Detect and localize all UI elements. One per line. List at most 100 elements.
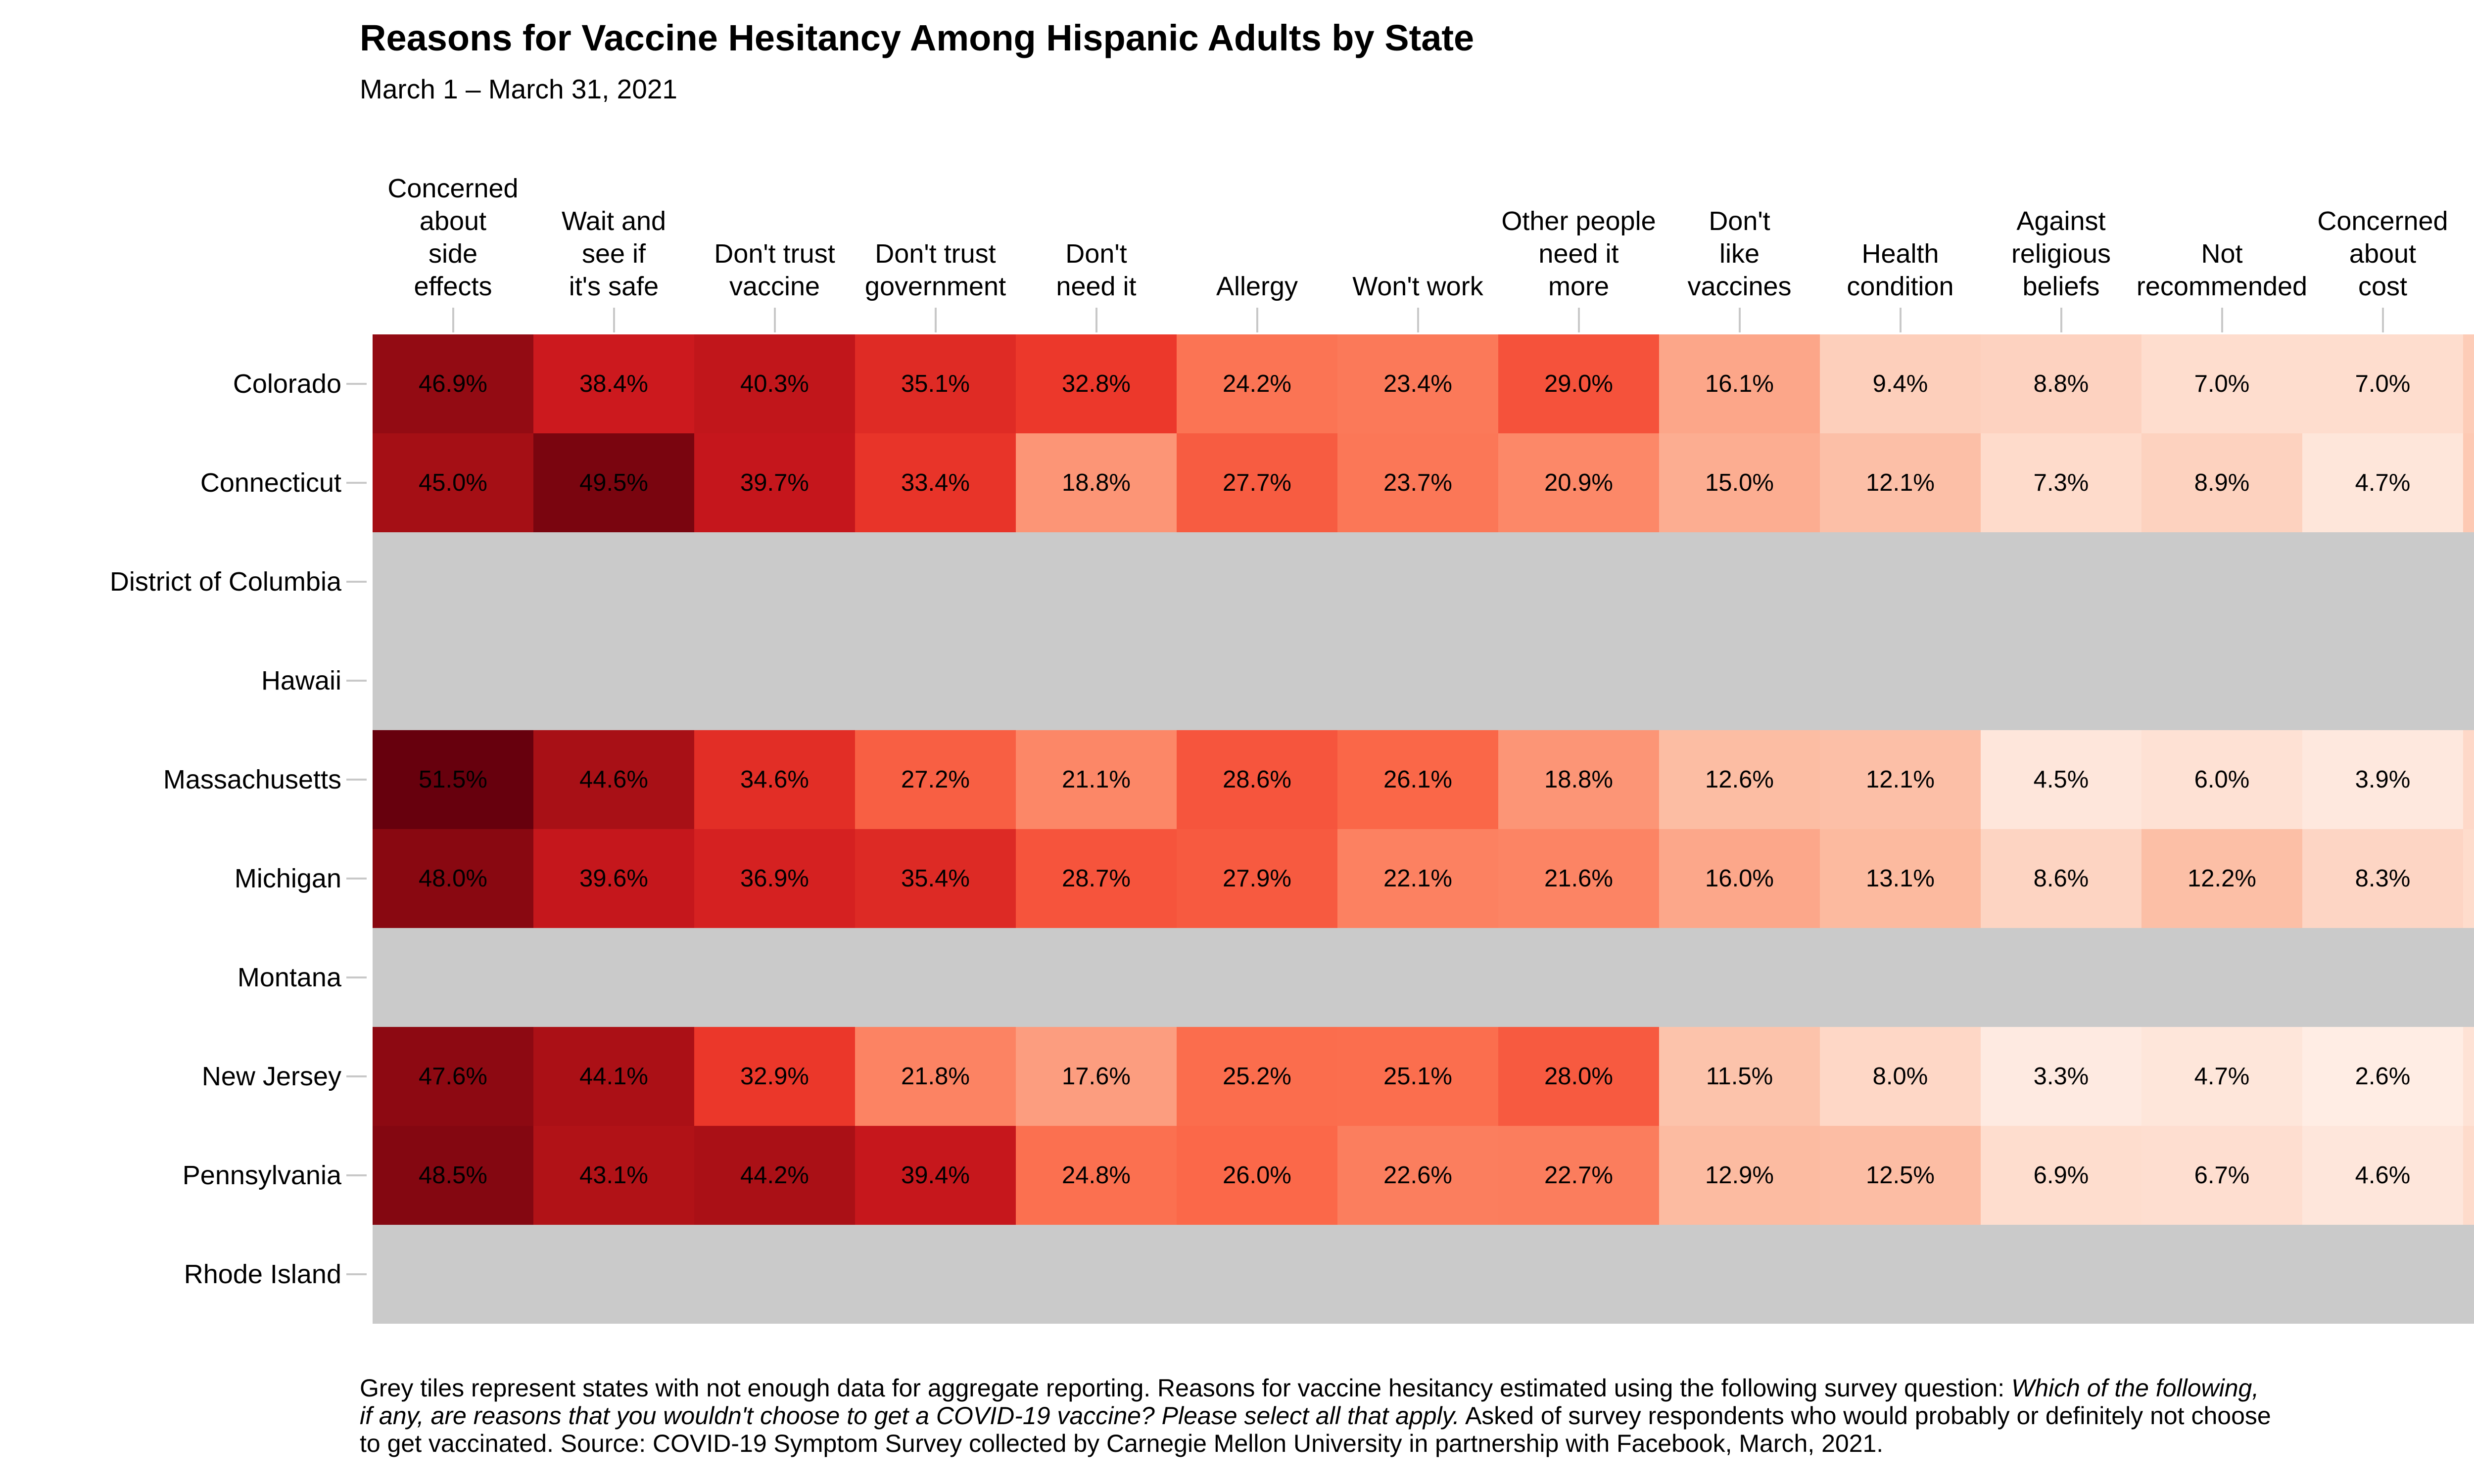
heatmap-cell: 7.0% — [2141, 334, 2302, 433]
footnote-line: if any, are reasons that you wouldn't ch… — [360, 1402, 2474, 1430]
heatmap-cell: 12.5% — [1820, 1126, 1981, 1225]
heatmap-cell: 12.6% — [1659, 730, 1820, 829]
heatmap-cell: 6.7% — [2141, 1126, 2302, 1225]
y-axis-tick-left — [346, 878, 367, 880]
heatmap-cell: 29.0% — [1498, 334, 1659, 433]
heatmap-cell: 47.6% — [373, 1027, 533, 1126]
heatmap-cell: 45.0% — [373, 433, 533, 532]
heatmap-cell: 18.8% — [1016, 433, 1177, 532]
heatmap-cell: 27.2% — [855, 730, 1016, 829]
heatmap-cell: 24.2% — [1177, 334, 1337, 433]
footnote-text: to get vaccinated. Source: COVID-19 Symp… — [360, 1430, 1884, 1457]
heatmap-cell: 10.0% — [2463, 334, 2474, 433]
heatmap-cell: 3.3% — [1981, 1027, 2141, 1126]
heatmap-cell: 23.7% — [1337, 433, 1498, 532]
heatmap-cell: 7.2% — [2463, 829, 2474, 928]
x-axis-tick — [934, 308, 937, 332]
column-header-7: Won't work — [1352, 272, 1483, 301]
heatmap-cell: 35.1% — [855, 334, 1016, 433]
footnote-line: Grey tiles represent states with not eno… — [360, 1374, 2474, 1402]
x-axis-tick — [1095, 308, 1097, 332]
heatmap-cell: 36.9% — [694, 829, 855, 928]
x-axis-tick — [1256, 308, 1258, 332]
heatmap-cell: 5.7% — [2463, 1027, 2474, 1126]
column-header-12: Not recommended — [2136, 239, 2308, 301]
column-header-4: Don't trust government — [864, 239, 1006, 301]
heatmap-cell: 7.3% — [2463, 1126, 2474, 1225]
missing-data-row — [373, 928, 2474, 1027]
heatmap-cell: 28.7% — [1016, 829, 1177, 928]
heatmap-cell: 4.6% — [2302, 1126, 2463, 1225]
x-axis-tick — [452, 308, 454, 332]
x-axis-tick — [2221, 308, 2223, 332]
heatmap-cell: 16.1% — [1659, 334, 1820, 433]
heatmap-cell: 21.6% — [1498, 829, 1659, 928]
row-label-michigan: Michigan — [234, 864, 341, 893]
heatmap-cell: 4.7% — [2302, 433, 2463, 532]
heatmap-cell: 46.9% — [373, 334, 533, 433]
heatmap-cell: 39.7% — [694, 433, 855, 532]
y-axis-tick-left — [346, 1075, 367, 1077]
chart-subtitle: March 1 – March 31, 2021 — [360, 74, 678, 104]
column-header-8: Other people need it more — [1501, 206, 1656, 301]
heatmap-cell: 9.4% — [1820, 334, 1981, 433]
heatmap-cell: 21.8% — [855, 1027, 1016, 1126]
heatmap-cell: 39.4% — [855, 1126, 1016, 1225]
heatmap-cell: 6.0% — [2141, 730, 2302, 829]
heatmap-cell: 34.6% — [694, 730, 855, 829]
row-label-rhode-island: Rhode Island — [184, 1259, 341, 1289]
heatmap-cell: 18.8% — [1498, 730, 1659, 829]
heatmap-cell: 26.0% — [1177, 1126, 1337, 1225]
column-header-1: Concerned about side effects — [387, 174, 519, 301]
heatmap-cell: 12.2% — [2141, 829, 2302, 928]
heatmap-cell: 40.3% — [694, 334, 855, 433]
column-header-11: Against religious beliefs — [2011, 206, 2111, 301]
column-header-2: Wait and see if it's safe — [561, 206, 666, 301]
heatmap-cell: 25.1% — [1337, 1027, 1498, 1126]
column-headers: Concerned about side effects Wait and see… — [0, 148, 2474, 303]
heatmap-cell: 48.0% — [373, 829, 533, 928]
y-axis-tick-left — [346, 1273, 367, 1275]
heatmap-cell: 12.1% — [1820, 433, 1981, 532]
heatmap-cell: 8.8% — [1981, 334, 2141, 433]
heatmap-cell: 25.2% — [1177, 1027, 1337, 1126]
row-label-montana: Montana — [237, 963, 341, 992]
row-label-district-of-columbia: District of Columbia — [109, 567, 341, 597]
row-label-new-jersey: New Jersey — [201, 1062, 341, 1091]
heatmap-cell: 39.6% — [533, 829, 694, 928]
heatmap-cell: 22.1% — [1337, 829, 1498, 928]
heatmap-cell: 28.0% — [1498, 1027, 1659, 1126]
column-header-6: Allergy — [1216, 272, 1298, 301]
heatmap-cell: 24.8% — [1016, 1126, 1177, 1225]
row-label-colorado: Colorado — [233, 369, 341, 399]
column-header-9: Don't like vaccines — [1687, 206, 1792, 301]
x-axis-tick — [2060, 308, 2062, 332]
chart-title: Reasons for Vaccine Hesitancy Among Hisp… — [360, 17, 1475, 58]
heatmap-cell: 8.0% — [1820, 1027, 1981, 1126]
heatmap-cell: 44.6% — [533, 730, 694, 829]
heatmap-cell: 27.7% — [1177, 433, 1337, 532]
heatmap-cell: 48.5% — [373, 1126, 533, 1225]
heatmap-cell: 44.2% — [694, 1126, 855, 1225]
heatmap-cell: 44.1% — [533, 1027, 694, 1126]
missing-data-row — [373, 631, 2474, 730]
column-header-10: Health condition — [1847, 239, 1954, 301]
x-axis-tick — [1577, 308, 1580, 332]
heatmap-cell: 7.8% — [2463, 730, 2474, 829]
footnote-survey-question: if any, are reasons that you wouldn't ch… — [360, 1402, 1460, 1430]
y-axis-tick-left — [346, 779, 367, 781]
row-label-massachusetts: Massachusetts — [163, 765, 341, 794]
footnote-text: Grey tiles represent states with not eno… — [360, 1374, 2011, 1402]
row-label-hawaii: Hawaii — [261, 666, 341, 696]
heatmap-cell: 26.1% — [1337, 730, 1498, 829]
y-axis-tick-left — [346, 1174, 367, 1176]
x-axis-tick — [1899, 308, 1902, 332]
heatmap-cell: 49.5% — [533, 433, 694, 532]
heatmap-cell: 7.3% — [1981, 433, 2141, 532]
heatmap-cell: 6.9% — [1981, 1126, 2141, 1225]
heatmap-cell: 11.5% — [1659, 1027, 1820, 1126]
y-axis-tick-left — [346, 680, 367, 682]
heatmap-cell: 12.9% — [1659, 1126, 1820, 1225]
column-header-5: Don't need it — [1056, 239, 1137, 301]
heatmap-cell: 43.1% — [533, 1126, 694, 1225]
